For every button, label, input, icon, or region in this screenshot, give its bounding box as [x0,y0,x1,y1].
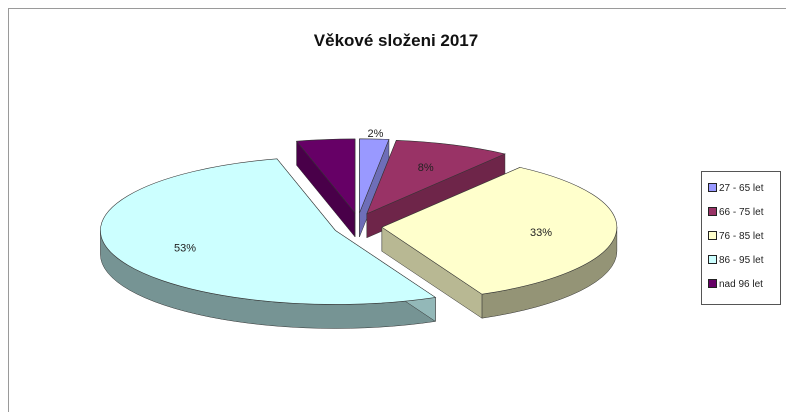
legend-label: 76 - 85 let [719,231,764,242]
pie-slice-nad-96-let [295,138,356,214]
pie-slice-27-65-let [359,138,390,213]
legend-swatch [708,183,717,192]
chart-title: Věkové složeni 2017 [313,31,479,50]
legend-item: 27 - 65 let [708,183,763,195]
legend-swatch [708,207,717,216]
legend-item: 86 - 95 let [708,255,763,267]
data-label: 8% [418,162,434,174]
legend-item: nad 96 let [708,279,763,291]
legend-item: 76 - 85 let [708,231,763,243]
legend-swatch [708,255,717,264]
data-label: 2% [367,128,383,140]
legend-label: 66 - 75 let [719,207,764,218]
pie-slice-66-75-let [366,140,506,215]
pie-slice-76-85-let [381,167,618,295]
pie-slice-86-95-let [100,158,437,305]
legend-swatch [708,231,717,240]
legend-swatch [708,279,717,288]
data-label: 33% [530,227,552,239]
legend: 27 - 65 let 66 - 75 let 76 - 85 let 86 -… [701,171,781,305]
legend-item: 66 - 75 let [708,207,763,219]
legend-label: 27 - 65 let [719,183,764,194]
data-label: 53% [174,243,196,255]
legend-label: nad 96 let [719,279,763,290]
legend-label: 86 - 95 let [719,255,764,266]
